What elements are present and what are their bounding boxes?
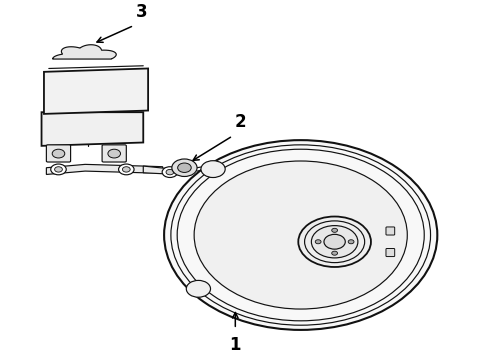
Circle shape — [201, 161, 225, 177]
Circle shape — [348, 240, 354, 244]
Text: 2: 2 — [234, 113, 246, 131]
Circle shape — [108, 149, 121, 158]
Circle shape — [178, 163, 191, 172]
Circle shape — [162, 167, 178, 177]
FancyBboxPatch shape — [386, 227, 394, 235]
Polygon shape — [42, 112, 143, 146]
Polygon shape — [143, 166, 182, 175]
Circle shape — [119, 164, 134, 175]
Circle shape — [324, 234, 345, 249]
Circle shape — [298, 216, 371, 267]
Polygon shape — [44, 68, 148, 114]
Circle shape — [52, 149, 65, 158]
Circle shape — [315, 240, 321, 244]
Circle shape — [164, 140, 437, 330]
Circle shape — [194, 161, 407, 309]
Circle shape — [122, 167, 130, 172]
Text: 1: 1 — [229, 336, 241, 354]
Circle shape — [332, 228, 338, 232]
Circle shape — [54, 167, 62, 172]
Text: 3: 3 — [136, 3, 147, 21]
Circle shape — [166, 170, 174, 175]
Circle shape — [332, 251, 338, 255]
Circle shape — [311, 226, 358, 258]
FancyBboxPatch shape — [386, 248, 394, 257]
Polygon shape — [52, 45, 116, 59]
FancyBboxPatch shape — [102, 145, 126, 162]
FancyBboxPatch shape — [47, 145, 71, 162]
Circle shape — [51, 164, 66, 175]
Circle shape — [172, 159, 197, 176]
Polygon shape — [47, 165, 163, 175]
Circle shape — [186, 280, 211, 297]
